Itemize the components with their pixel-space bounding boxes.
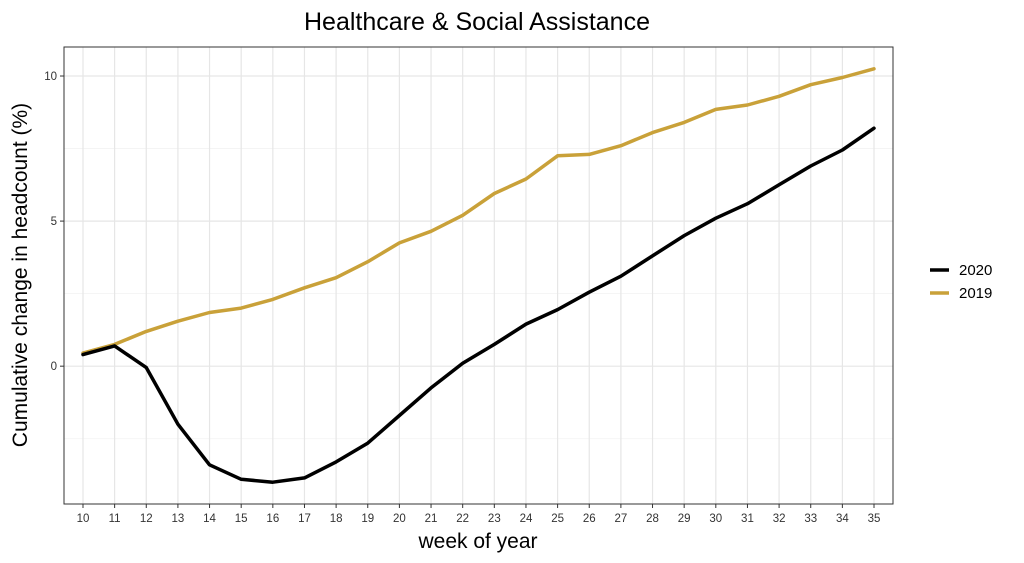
- y-tick-label: 10: [44, 71, 57, 83]
- x-tick-label: 33: [804, 513, 817, 525]
- x-axis: 10 11 12 13 14 15 16 17 18 19 20 21 22 23 24 25 26 27 28 29…: [77, 504, 881, 525]
- x-tick-label: 21: [425, 513, 438, 525]
- grid: [64, 47, 893, 504]
- x-tick-label: 31: [741, 513, 754, 525]
- x-tick-label: 28: [646, 513, 659, 525]
- x-tick-label: 34: [836, 513, 849, 525]
- x-axis-title: week of year: [417, 530, 537, 553]
- x-tick-label: 19: [361, 513, 374, 525]
- y-tick-label: 5: [51, 216, 57, 228]
- y-tick-label: 0: [51, 361, 57, 373]
- legend: 2020 2019: [930, 262, 992, 302]
- x-tick-label: 25: [551, 513, 564, 525]
- chart-title: Healthcare & Social Assistance: [304, 8, 650, 36]
- x-tick-label: 10: [77, 513, 90, 525]
- legend-label-2019: 2019: [959, 285, 992, 302]
- x-tick-label: 30: [709, 513, 722, 525]
- x-tick-label: 11: [109, 513, 121, 525]
- x-tick-label: 27: [614, 513, 627, 525]
- x-tick-label: 18: [330, 513, 343, 525]
- x-tick-label: 26: [583, 513, 596, 525]
- series-line-2019: [81, 67, 876, 355]
- x-tick-label: 23: [488, 513, 501, 525]
- x-tick-label: 12: [140, 513, 153, 525]
- x-tick-label: 14: [203, 513, 216, 525]
- x-tick-label: 20: [393, 513, 406, 525]
- x-tick-label: 35: [868, 513, 881, 525]
- x-tick-label: 13: [172, 513, 185, 525]
- x-tick-label: 24: [520, 513, 533, 525]
- y-axis: 0 5 10: [44, 71, 64, 373]
- x-tick-label: 17: [298, 513, 311, 525]
- plot-panel-border: [63, 46, 894, 505]
- series-line-2020: [81, 126, 876, 484]
- x-tick-label: 29: [678, 513, 691, 525]
- series-layer: [81, 67, 876, 484]
- y-axis-title: Cumulative change in headcount (%): [9, 103, 32, 447]
- legend-label-2020: 2020: [959, 262, 992, 279]
- x-tick-label: 32: [773, 513, 786, 525]
- plot-background: [64, 47, 893, 504]
- x-tick-label: 16: [266, 513, 279, 525]
- x-tick-label: 22: [456, 513, 469, 525]
- x-tick-label: 15: [235, 513, 248, 525]
